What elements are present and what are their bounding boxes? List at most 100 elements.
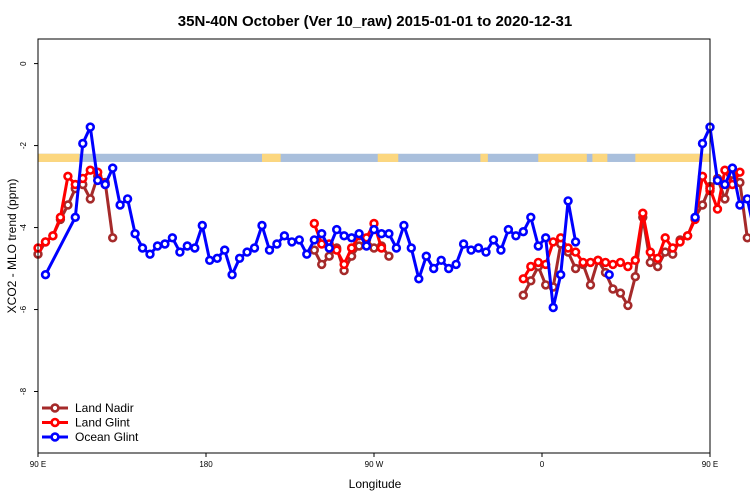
ocean-glint-point: [735, 200, 745, 210]
land-glint-point: [518, 274, 528, 284]
legend-label: Land Nadir: [75, 401, 134, 415]
ocean-glint-point: [182, 241, 193, 251]
land-glint-point: [623, 261, 633, 272]
land-strip-segment: [635, 153, 710, 162]
legend-item-land-nadir: Land Nadir: [42, 401, 134, 415]
ocean-glint-point: [570, 237, 581, 247]
land-nadir-point: [85, 194, 96, 204]
ocean-glint-point: [429, 263, 439, 274]
land-glint-point: [645, 247, 655, 257]
ocean-glint-point: [107, 163, 118, 173]
ocean-glint-point: [526, 212, 536, 223]
ocean-glint-point: [563, 196, 573, 206]
land-glint-point: [63, 171, 73, 182]
ocean-glint-point: [391, 243, 402, 253]
ocean-glint-point: [130, 229, 140, 239]
ocean-glint-point: [451, 259, 461, 270]
ocean-glint-point: [317, 229, 327, 239]
ocean-glint-point: [444, 263, 454, 274]
ocean-glint-point: [309, 235, 319, 245]
ocean-glint-point: [742, 194, 750, 204]
land-nadir-point: [630, 272, 640, 282]
land-nadir-point: [63, 200, 73, 210]
ocean-glint-point: [488, 235, 499, 245]
ocean-glint-point: [533, 241, 543, 251]
ocean-glint-point: [40, 270, 51, 280]
land-nadir-point: [585, 280, 596, 290]
land-glint-point: [712, 204, 723, 214]
land-nadir-point: [354, 241, 364, 251]
land-nadir-point: [526, 276, 536, 286]
land-glint-point: [630, 255, 640, 265]
ocean-strip: [38, 153, 710, 162]
ocean-glint-point: [167, 233, 178, 243]
chart-title: 35N-40N October (Ver 10_raw) 2015-01-01 …: [178, 13, 572, 30]
land-nadir-point: [735, 177, 745, 188]
x-tick-label: 90 E: [702, 460, 718, 469]
ocean-glint-point: [346, 233, 357, 243]
ocean-glint-point: [85, 122, 96, 132]
land-glint-point: [608, 259, 618, 270]
land-nadir-point: [660, 247, 670, 257]
land-glint-point: [570, 247, 581, 257]
land-nadir-point: [384, 251, 394, 261]
ocean-glint-point: [496, 245, 506, 255]
ocean-glint-point: [152, 241, 163, 251]
land-strip-segment: [480, 153, 488, 162]
ocean-glint-point: [205, 255, 215, 265]
land-nadir-point: [697, 200, 708, 210]
y-tick-label: -2: [19, 141, 28, 149]
ocean-glint-point: [249, 243, 260, 253]
land-glint-point: [346, 243, 357, 253]
series-layer: [33, 122, 750, 313]
land-nadir-point: [652, 261, 663, 272]
land-strip-segment: [592, 153, 608, 162]
y-tick-label: -4: [19, 223, 28, 231]
x-tick-label: 90 E: [30, 460, 46, 469]
land-strip-segment: [262, 153, 281, 162]
legend-label: Ocean Glint: [75, 430, 139, 444]
land-nadir-point: [317, 259, 327, 270]
land-glint-point: [578, 257, 588, 268]
land-glint-point: [533, 257, 543, 268]
land-glint-point: [600, 257, 611, 268]
x-axis-label: Longitude: [349, 477, 402, 491]
land-glint-point: [615, 257, 626, 268]
ocean-glint-point: [197, 220, 208, 231]
land-glint-point: [526, 261, 536, 272]
ocean-glint-point: [604, 270, 614, 280]
ocean-glint-point: [406, 243, 416, 253]
ocean-glint-point: [227, 270, 237, 280]
land-glint-point: [675, 237, 685, 247]
ocean-glint-point: [473, 243, 484, 253]
ocean-glint-point: [242, 247, 252, 257]
land-glint-point: [48, 231, 58, 241]
land-glint-point: [585, 257, 596, 268]
ocean-glint-point: [137, 243, 148, 253]
land-nadir-point: [309, 245, 319, 255]
land-glint-point: [309, 218, 319, 229]
ocean-glint-point: [712, 175, 723, 186]
ocean-glint-point: [272, 239, 282, 249]
ocean-glint-point: [339, 231, 349, 241]
legend-marker: [50, 403, 60, 413]
y-tick-label: -8: [19, 387, 28, 395]
land-glint-point: [720, 165, 730, 175]
legend-item-ocean-glint: Ocean Glint: [42, 430, 139, 444]
land-nadir-point: [570, 263, 581, 274]
axes-layer: 90 E 180 90 W 0 90 E 0 -2 -4 -6 -8: [19, 61, 718, 469]
land-glint-point: [548, 237, 558, 247]
land-glint-point: [735, 167, 745, 177]
land-nadir-point: [720, 194, 730, 204]
land-nadir-point: [615, 288, 626, 298]
ocean-glint-point: [160, 239, 170, 249]
land-glint-point: [563, 243, 573, 253]
land-strip-segment: [377, 153, 399, 162]
ocean-glint-point: [540, 233, 551, 243]
ocean-glint-point: [92, 175, 103, 186]
legend-item-land-glint: Land Glint: [42, 416, 130, 430]
land-nadir-point: [324, 251, 334, 261]
ocean-glint-point: [466, 245, 476, 255]
land-glint-point: [667, 243, 678, 253]
ocean-glint-point: [264, 245, 275, 255]
